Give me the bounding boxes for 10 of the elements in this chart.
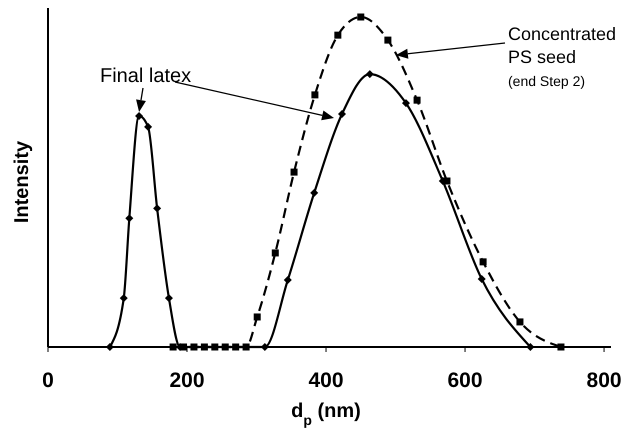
y-axis-title: Intensity — [11, 140, 33, 224]
x-tick-label: 600 — [448, 369, 483, 392]
x-tick-label: 0 — [42, 369, 54, 392]
annotation: Final latex — [100, 65, 192, 87]
x-tick-label: 400 — [308, 369, 344, 392]
x-axis-title: d$_{p}$ (nm) — [291, 400, 361, 428]
annotation: Concentrated PS seed — [508, 24, 616, 67]
x-tick-label: 800 — [586, 369, 622, 392]
x-tick-label: 200 — [169, 369, 205, 392]
annotation: (end Step 2) — [508, 73, 586, 89]
